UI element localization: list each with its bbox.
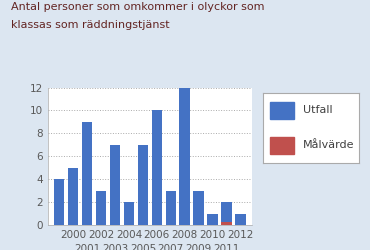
Text: Målvärde: Målvärde xyxy=(303,140,354,150)
Bar xyxy=(221,202,232,225)
Bar xyxy=(82,122,92,225)
Text: Antal personer som omkommer i olyckor som: Antal personer som omkommer i olyckor so… xyxy=(11,2,265,12)
Bar xyxy=(124,202,134,225)
Bar xyxy=(68,168,78,225)
Bar xyxy=(221,222,232,225)
Bar xyxy=(165,190,176,225)
Bar xyxy=(54,179,64,225)
Bar xyxy=(270,136,295,154)
Bar xyxy=(270,102,295,119)
Bar xyxy=(96,190,106,225)
Bar xyxy=(152,110,162,225)
Bar xyxy=(110,145,120,225)
Bar xyxy=(194,190,204,225)
Bar xyxy=(179,88,190,225)
Text: klassas som räddningstjänst: klassas som räddningstjänst xyxy=(11,20,170,30)
Bar xyxy=(138,145,148,225)
Bar xyxy=(235,214,246,225)
Text: Utfall: Utfall xyxy=(303,105,333,115)
Bar xyxy=(207,214,218,225)
